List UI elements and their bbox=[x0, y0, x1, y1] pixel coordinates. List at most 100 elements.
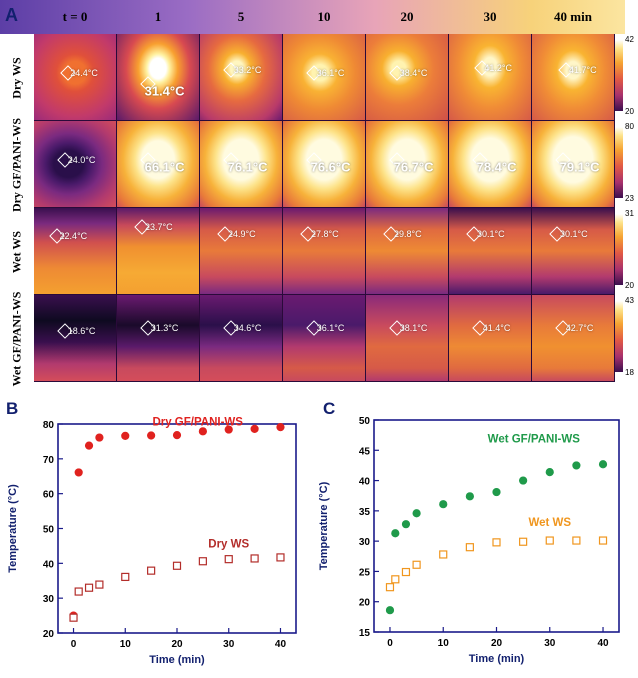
temperature-readout: 36.1°C bbox=[316, 322, 345, 333]
color-scale-bar bbox=[615, 40, 623, 111]
temperature-readout: 30.1°C bbox=[477, 228, 505, 239]
thermal-image: 33.2°C bbox=[200, 34, 283, 121]
thermal-image: 34.6°C bbox=[200, 295, 283, 382]
temperature-readout: 42.7°C bbox=[565, 322, 594, 333]
y-tick-label: 20 bbox=[359, 598, 371, 609]
thermal-image: 36.1°C bbox=[283, 295, 366, 382]
data-point bbox=[147, 431, 156, 440]
data-point bbox=[572, 536, 581, 545]
data-point bbox=[545, 467, 554, 477]
x-tick-label: 10 bbox=[438, 638, 450, 649]
data-point bbox=[465, 492, 474, 501]
temperature-readout: 36.1°C bbox=[316, 67, 345, 78]
data-point bbox=[492, 487, 501, 497]
color-scale-min: 20 bbox=[625, 107, 634, 116]
x-tick-label: 40 bbox=[597, 638, 609, 649]
data-point bbox=[172, 431, 182, 440]
chart-b: B 0 10 20 30 40 20 30 40 50 60 70 80 Time (min) Temper… bbox=[6, 399, 297, 666]
data-point bbox=[250, 424, 259, 433]
thermal-image: 78.4°C bbox=[449, 121, 532, 208]
thermal-image: 24.9°C bbox=[200, 208, 283, 295]
y-tick-label: 80 bbox=[43, 420, 55, 431]
temperature-readout: 30.1°C bbox=[560, 228, 588, 239]
temperature-readout: 38.1°C bbox=[399, 322, 428, 333]
data-point bbox=[276, 423, 285, 432]
thermal-image: 24.0°C bbox=[34, 121, 117, 208]
temperature-readout: 24.4°C bbox=[70, 67, 98, 78]
data-point bbox=[276, 553, 285, 562]
y-tick-label: 25 bbox=[359, 567, 371, 578]
y-tick-label: 50 bbox=[43, 525, 55, 536]
temperature-readout: 29.8°C bbox=[394, 228, 422, 239]
data-point bbox=[545, 536, 554, 545]
temperature-readout: 23.7°C bbox=[145, 221, 173, 232]
temperature-readout: 41.7°C bbox=[569, 65, 597, 76]
color-scale-min: 18 bbox=[625, 368, 634, 377]
thermal-image: 36.1°C bbox=[283, 34, 366, 121]
y-tick-label: 40 bbox=[43, 559, 55, 570]
time-header: 10 bbox=[317, 9, 331, 24]
x-axis-label: Time (min) bbox=[469, 653, 525, 665]
chart-c: C 0 10 20 30 40 15 20 25 30 35 40 45 50 Time (min) Temp… bbox=[319, 399, 620, 665]
data-point bbox=[572, 461, 581, 470]
data-point bbox=[412, 509, 421, 518]
time-header: t = 0 bbox=[62, 9, 88, 24]
data-point bbox=[121, 572, 130, 582]
data-point bbox=[147, 566, 156, 575]
series-label: Dry WS bbox=[208, 539, 249, 551]
series-label: Wet GF/PANI-WS bbox=[488, 433, 581, 445]
time-header-bar bbox=[0, 0, 625, 34]
color-scale-max: 80 bbox=[625, 122, 634, 131]
data-point bbox=[172, 561, 182, 570]
thermal-image: 38.1°C bbox=[366, 295, 449, 382]
data-point bbox=[121, 431, 130, 440]
data-point bbox=[84, 441, 94, 450]
temperature-readout: 76.6°C bbox=[310, 159, 351, 175]
thermal-image: 30.1°C bbox=[449, 208, 532, 295]
temperature-readout: 41.2°C bbox=[484, 63, 512, 74]
data-point bbox=[391, 529, 400, 538]
data-point bbox=[95, 433, 104, 442]
panel-letter-a: A bbox=[5, 5, 18, 25]
row-label: Wet GF/PANI-WS bbox=[9, 291, 24, 386]
data-point bbox=[439, 550, 448, 559]
x-tick-label: 0 bbox=[71, 639, 77, 650]
data-point bbox=[224, 555, 233, 564]
thermal-image: 42.7°C bbox=[532, 295, 615, 382]
thermal-image: 41.2°C bbox=[449, 34, 532, 121]
color-scale-bar bbox=[615, 301, 623, 372]
row-label: Wet WS bbox=[9, 230, 24, 273]
y-tick-label: 35 bbox=[359, 507, 371, 518]
data-point bbox=[74, 468, 83, 477]
thermal-image: 76.1°C bbox=[200, 121, 283, 208]
data-point bbox=[95, 580, 104, 589]
thermal-image: 76.7°C bbox=[366, 121, 449, 208]
data-point bbox=[391, 575, 400, 584]
time-header: 20 bbox=[400, 9, 414, 24]
thermal-image-grid: A t = 0 1 5 10 20 30 40 min Dry WS 24.4°C 31.4°C… bbox=[0, 0, 634, 386]
temperature-readout: 24.0°C bbox=[67, 154, 96, 165]
color-scale-bar bbox=[615, 127, 623, 198]
row-label: Dry GF/PANI-WS bbox=[9, 117, 24, 212]
temperature-readout: 31.3°C bbox=[150, 322, 179, 333]
data-point bbox=[401, 520, 411, 529]
time-header: 5 bbox=[237, 9, 245, 24]
row-label: Dry WS bbox=[9, 56, 24, 99]
thermal-image: 24.4°C bbox=[34, 34, 117, 121]
thermal-image: 27.8°C bbox=[283, 208, 366, 295]
data-point bbox=[224, 425, 233, 434]
plot-frame bbox=[373, 419, 620, 633]
thermal-image: 41.7°C bbox=[532, 34, 615, 121]
x-tick-label: 10 bbox=[120, 639, 132, 650]
color-scale-max: 31 bbox=[625, 209, 634, 218]
temperature-readout: 41.4°C bbox=[482, 322, 511, 333]
thermal-image: 79.1°C bbox=[532, 121, 615, 208]
data-point bbox=[69, 613, 78, 622]
thermal-image: 23.7°C bbox=[117, 208, 200, 295]
y-tick-label: 30 bbox=[359, 537, 371, 548]
x-axis-label: Time (min) bbox=[149, 654, 205, 666]
x-tick-label: 20 bbox=[491, 638, 503, 649]
temperature-readout: 78.4°C bbox=[476, 159, 517, 175]
data-point bbox=[385, 606, 395, 615]
time-header: 40 min bbox=[554, 9, 592, 24]
